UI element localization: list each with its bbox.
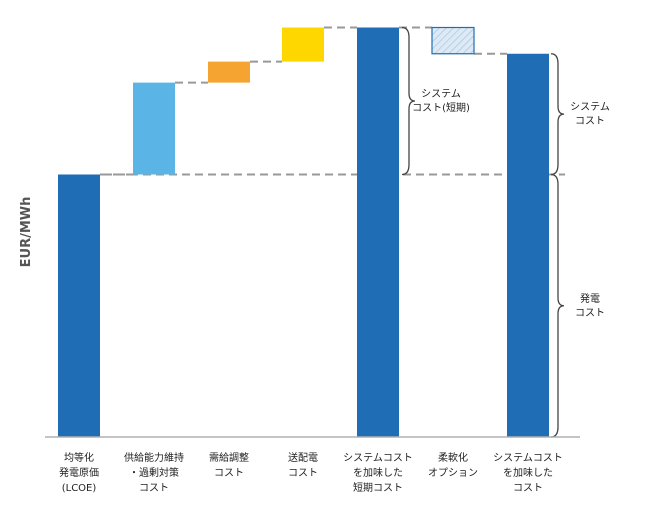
annotation-label-3: 発電コスト [575,292,605,319]
annotation-label-1: システムコスト(短期) [412,88,470,114]
bar-5 [357,27,399,437]
bar-1 [58,174,100,437]
bars [58,26,549,437]
category-label-3: 需給調整コスト [209,451,249,479]
category-label-4: 送配電コスト [288,451,318,479]
annotation-label-2: システムコスト [570,101,610,127]
category-label-6: 柔軟化オプション [428,451,478,479]
brace-3 [550,173,565,438]
bar-3 [208,61,250,83]
bar-7 [507,53,549,437]
category-label-1: 均等化発電原価(LCOE) [59,451,99,494]
brace-2 [550,53,565,176]
bar-2 [133,82,175,175]
bar-4 [282,27,324,62]
category-label-5: システムコストを加味した短期コスト [343,452,413,494]
category-label-7: システムコストを加味したコスト [493,452,563,494]
category-label-2: 供給能力維持・過剰対策コスト [124,451,184,494]
y-axis-label: EUR/MWh [19,197,34,268]
bar-6 [431,26,475,55]
brace-1 [401,26,416,176]
